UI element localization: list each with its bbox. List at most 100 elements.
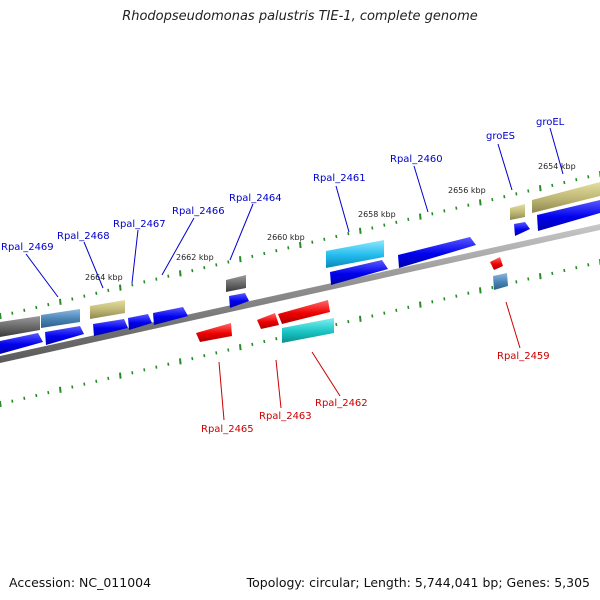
scale-tick (119, 284, 122, 291)
scale-tick (539, 273, 542, 280)
scale-tick (335, 322, 338, 327)
scale-tick (167, 362, 170, 366)
scale-tick (107, 376, 110, 381)
gene-label-rpal-2466[interactable]: Rpal_2466 (172, 206, 225, 217)
gene-label-rpal-2465[interactable]: Rpal_2465 (201, 424, 254, 435)
scale-tick (107, 288, 110, 293)
scale-tick (0, 400, 2, 408)
scale-tick (431, 212, 434, 216)
scale-tick (95, 379, 98, 383)
scale-tick (215, 351, 218, 355)
scale-ticks-forward (0, 171, 600, 320)
scale-tick (23, 396, 26, 400)
accession-text: Accession: NC_011004 (9, 575, 152, 590)
scale-tick (203, 266, 206, 270)
gene-label-rpal-2460[interactable]: Rpal_2460 (390, 154, 443, 165)
scale-tick (359, 227, 362, 234)
scale-tick (47, 390, 50, 395)
scale-tick (587, 263, 590, 267)
gene-label-rpal-2469[interactable]: Rpal_2469 (1, 242, 54, 253)
gene-block (532, 182, 600, 213)
leader-line (497, 143, 513, 191)
topology-text: Topology: circular; Length: 5,744,041 bp… (246, 575, 590, 590)
scale-tick (191, 268, 194, 273)
scale-tick (83, 294, 86, 298)
gene-block (282, 318, 334, 343)
scale-tick (515, 280, 518, 284)
gene-label-rpal-2468[interactable]: Rpal_2468 (57, 231, 110, 242)
scale-tick (539, 185, 542, 192)
gene-arrow (330, 260, 388, 285)
gene-label-rpal-2461[interactable]: Rpal_2461 (313, 173, 366, 184)
map-title: Rhodopseudomonas palustris TIE-1, comple… (122, 9, 478, 24)
gene-block (90, 300, 125, 319)
scale-label-2660: 2660 kbp (267, 233, 305, 242)
leader-line (131, 229, 139, 284)
gene-block (41, 309, 80, 328)
scale-tick (251, 342, 254, 347)
scale-tick (419, 213, 422, 220)
scale-tick (47, 302, 50, 307)
scale-tick (347, 231, 350, 236)
scale-tick (227, 348, 230, 352)
scale-tick (395, 308, 398, 312)
scale-tick (203, 354, 206, 358)
gene-label-rpal-2463[interactable]: Rpal_2463 (259, 411, 312, 422)
scale-tick (239, 344, 242, 351)
scale-tick (119, 372, 122, 379)
gene-arrow (45, 326, 84, 345)
scale-tick (395, 220, 398, 224)
gene-label-rpal-2462[interactable]: Rpal_2462 (315, 398, 368, 409)
scale-tick (131, 371, 134, 375)
gene-block (493, 273, 508, 290)
gene-label-rpal-2459[interactable]: Rpal_2459 (497, 351, 550, 362)
scale-label-2662: 2662 kbp (176, 253, 214, 262)
scale-tick (131, 283, 134, 287)
gene-arrow (514, 222, 530, 236)
scale-tick (491, 285, 494, 290)
forward-cog-row (0, 182, 600, 337)
scale-tick (167, 274, 170, 278)
scale-tick (503, 195, 506, 199)
gene-arrow (93, 319, 128, 336)
forward-leader-lines (25, 127, 564, 298)
leader-line (311, 351, 341, 397)
scale-tick (575, 266, 578, 270)
scale-tick (383, 311, 386, 315)
scale-tick (143, 368, 146, 372)
gene-block (0, 316, 40, 337)
gene-arrow (153, 307, 188, 325)
gene-arrow (229, 293, 249, 308)
gene-block (226, 275, 246, 292)
scale-tick (467, 291, 470, 295)
leader-line (25, 253, 59, 298)
scale-tick (551, 183, 554, 188)
scale-tick (59, 298, 62, 305)
scale-label-2658: 2658 kbp (358, 210, 396, 219)
scale-tick (11, 311, 14, 315)
gene-label-rpal-2467[interactable]: Rpal_2467 (113, 219, 166, 230)
scale-tick (479, 287, 482, 294)
scale-tick (227, 260, 230, 264)
scale-tick (479, 199, 482, 206)
scale-tick (179, 358, 182, 365)
scale-tick (35, 305, 38, 310)
gene-arrow (537, 200, 600, 231)
scale-label-2664: 2664 kbp (85, 273, 123, 282)
scale-label-2654: 2654 kbp (538, 162, 576, 171)
gene-label-groel[interactable]: groEL (536, 117, 565, 128)
scale-tick (11, 399, 14, 403)
scale-tick (563, 180, 566, 185)
scale-tick (215, 263, 218, 267)
scale-tick (263, 251, 266, 256)
scale-tick (407, 305, 410, 310)
scale-tick (323, 237, 326, 241)
scale-tick (551, 271, 554, 276)
scale-tick (347, 319, 350, 324)
scale-tick (563, 268, 566, 273)
gene-block (510, 204, 525, 220)
scale-tick (95, 291, 98, 295)
gene-label-groes[interactable]: groES (486, 131, 515, 142)
gene-label-rpal-2464[interactable]: Rpal_2464 (229, 193, 282, 204)
leader-line (413, 165, 429, 213)
